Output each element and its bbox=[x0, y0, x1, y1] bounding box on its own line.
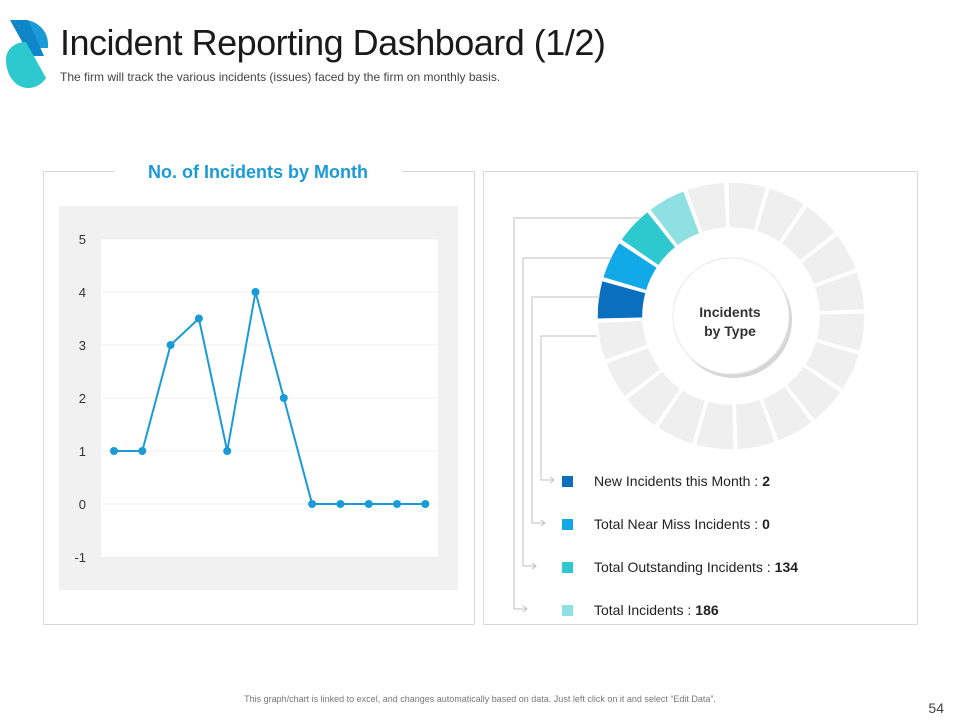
data-point bbox=[138, 447, 147, 455]
legend-connector-line bbox=[513, 217, 640, 610]
legend-label: New Incidents this Month : bbox=[594, 473, 759, 489]
donut-segment bbox=[734, 398, 777, 451]
data-point bbox=[279, 394, 288, 402]
data-point bbox=[336, 500, 345, 508]
donut-segment bbox=[799, 233, 858, 287]
legend-swatch bbox=[562, 604, 573, 616]
legend-value: 186 bbox=[695, 602, 719, 618]
connector-arrow-icon bbox=[549, 476, 555, 484]
connector-arrow-icon bbox=[531, 562, 537, 570]
legend-item-near-miss: Total Near Miss Incidents : 0 bbox=[562, 516, 770, 532]
donut-segment-highlight bbox=[648, 189, 702, 248]
y-tick-label: -1 bbox=[74, 550, 86, 565]
data-point bbox=[110, 447, 118, 455]
brand-logo-icon bbox=[6, 20, 48, 88]
donut-segment-highlight bbox=[601, 241, 659, 292]
legend-swatch bbox=[562, 518, 573, 530]
legend-value: 0 bbox=[762, 516, 770, 532]
y-tick-label: 5 bbox=[79, 232, 86, 247]
legend-item-new-incidents: New Incidents this Month : 2 bbox=[562, 473, 770, 489]
data-point bbox=[251, 288, 260, 296]
donut-segment-highlight bbox=[596, 279, 648, 321]
y-tick-label: 1 bbox=[79, 444, 86, 459]
donut-segment bbox=[694, 399, 736, 451]
data-point bbox=[223, 447, 232, 455]
donut-segment bbox=[760, 384, 814, 443]
donut-segment bbox=[685, 181, 728, 234]
donut-center-line-1: Incidents bbox=[699, 304, 761, 320]
donut-center-label: Incidents by Type bbox=[670, 303, 790, 341]
donut-segment bbox=[596, 319, 649, 362]
legend-label: Total Outstanding Incidents : bbox=[594, 559, 771, 575]
donut-segment bbox=[803, 340, 861, 391]
donut-segment bbox=[625, 369, 683, 428]
donut-center-circle bbox=[672, 257, 790, 375]
donut-center-line-2: by Type bbox=[704, 323, 756, 339]
connector-arrow-icon bbox=[522, 605, 528, 613]
data-point bbox=[393, 500, 401, 508]
page-title: Incident Reporting Dashboard (1/2) bbox=[60, 22, 606, 63]
y-tick-label: 4 bbox=[79, 285, 86, 300]
line-chart-title: No. of Incidents by Month bbox=[114, 160, 402, 185]
legend-label: Total Near Miss Incidents : bbox=[594, 516, 759, 532]
legend-connector-line bbox=[522, 257, 612, 567]
legend-item-outstanding: Total Outstanding Incidents : 134 bbox=[562, 559, 798, 575]
donut-segment bbox=[784, 364, 843, 422]
data-point bbox=[166, 341, 175, 349]
data-point bbox=[308, 500, 317, 508]
connector-arrow-icon bbox=[540, 519, 546, 527]
y-tick-label: 2 bbox=[79, 391, 86, 406]
legend-value: 2 bbox=[762, 473, 770, 489]
donut-segment-highlight bbox=[619, 210, 678, 268]
donut-segment bbox=[726, 181, 768, 233]
series-line bbox=[114, 291, 426, 505]
donut-segment bbox=[604, 345, 663, 399]
donut-segment bbox=[656, 388, 707, 446]
legend-value: 134 bbox=[774, 559, 799, 575]
data-point bbox=[421, 500, 430, 508]
legend-swatch bbox=[562, 561, 573, 573]
page-subtitle: The firm will track the various incident… bbox=[60, 70, 501, 84]
donut-segment bbox=[755, 186, 806, 244]
y-tick-label: 0 bbox=[79, 497, 86, 512]
donut-segment bbox=[779, 204, 837, 263]
data-point bbox=[364, 500, 373, 508]
page-number: 54 bbox=[928, 700, 944, 716]
y-tick-label: 3 bbox=[79, 338, 86, 353]
footnote: This graph/chart is linked to excel, and… bbox=[244, 694, 716, 704]
legend-connector-line bbox=[540, 335, 597, 481]
donut-segment bbox=[814, 311, 866, 353]
legend-swatch bbox=[562, 475, 573, 487]
legend-label: Total Incidents : bbox=[594, 602, 692, 618]
legend-connector-line bbox=[531, 296, 600, 524]
legend-item-total: Total Incidents : 186 bbox=[562, 602, 719, 618]
data-point bbox=[194, 314, 203, 323]
donut-segment bbox=[813, 270, 866, 313]
